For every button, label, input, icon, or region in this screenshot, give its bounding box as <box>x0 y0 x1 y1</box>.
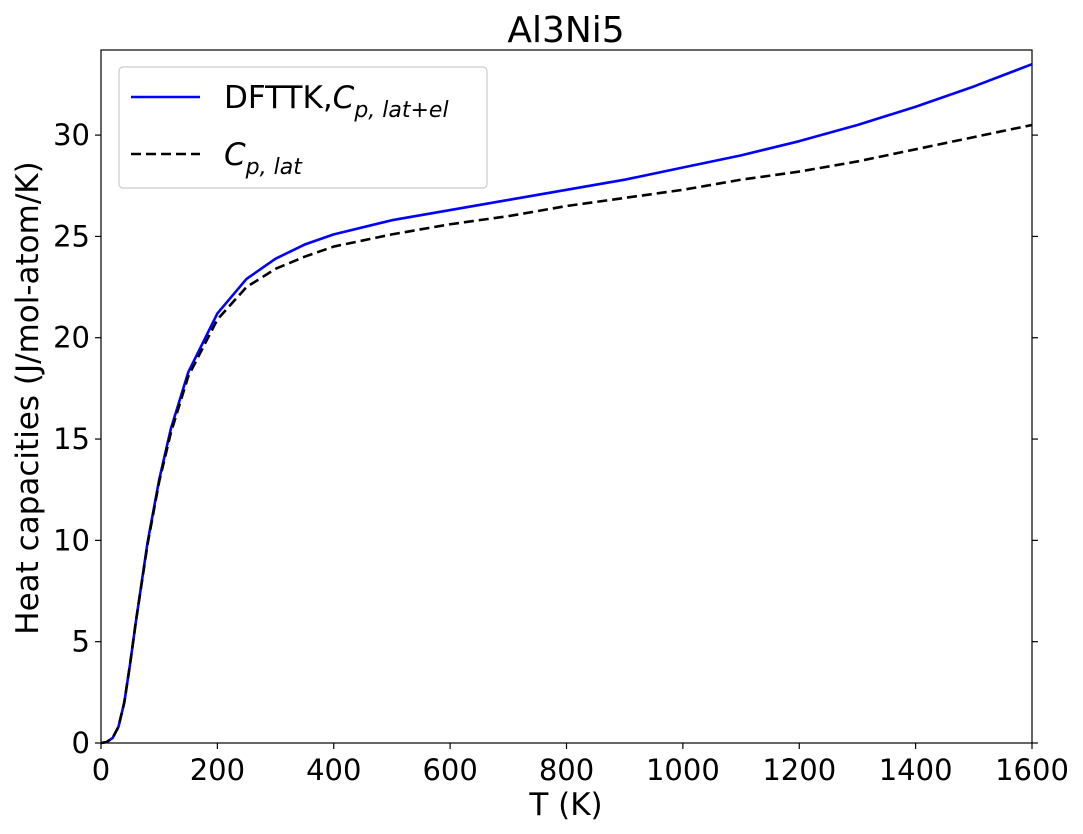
chart-title: Al3Ni5 <box>507 10 624 51</box>
x-tick-label-2: 400 <box>306 753 361 787</box>
y-tick-label-0: 0 <box>72 726 90 760</box>
y-tick-label-6: 30 <box>53 118 90 152</box>
legend-label-1: Cp, lat <box>224 137 303 180</box>
x-tick-label-4: 800 <box>539 753 594 787</box>
legend-label-0: DFTTK,Cp, lat+el <box>224 80 449 123</box>
x-tick-label-3: 600 <box>422 753 477 787</box>
y-tick-label-1: 5 <box>72 625 90 659</box>
series-line-0 <box>100 62 1033 745</box>
x-tick-label-7: 1400 <box>879 753 953 787</box>
x-tick-label-1: 200 <box>190 753 245 787</box>
y-tick-label-4: 20 <box>53 321 90 355</box>
x-tick-label-0: 0 <box>92 753 110 787</box>
y-tick-label-5: 25 <box>53 219 90 253</box>
legend-box <box>118 66 488 189</box>
y-tick-label-2: 10 <box>53 523 90 557</box>
legend: DFTTK,Cp, lat+el Cp, lat <box>118 66 488 189</box>
y-tick-label-3: 15 <box>53 422 90 456</box>
x-tick-label-6: 1200 <box>762 753 836 787</box>
ticks-layer: 0 200 400 600 800 1000 1200 1400 1600 0 5 10 15 20 25 3… <box>53 118 1069 787</box>
x-tick-label-8: 1600 <box>995 753 1069 787</box>
series-line-1 <box>100 123 1033 745</box>
y-axis-title: Heat capacities (J/mol-atom/K) <box>10 161 46 634</box>
series-layer <box>100 62 1033 745</box>
x-axis-title: T (K) <box>528 787 602 823</box>
x-tick-label-5: 1000 <box>646 753 720 787</box>
